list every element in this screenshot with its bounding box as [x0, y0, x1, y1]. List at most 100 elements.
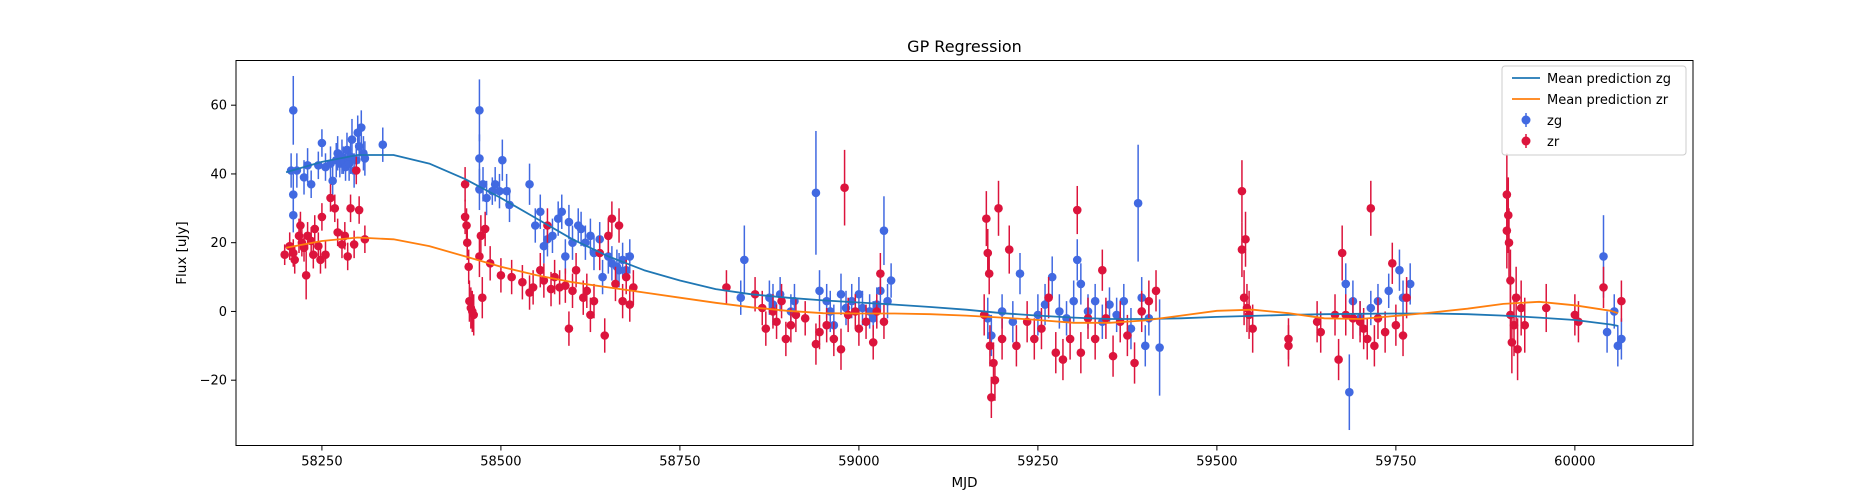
data-point-zr: [1398, 314, 1408, 357]
data-point-zr: [614, 208, 624, 243]
data-point-zr: [464, 249, 473, 284]
data-point-zr: [1098, 249, 1107, 291]
data-point-zr: [330, 194, 340, 223]
data-point-zr: [346, 194, 355, 223]
data-point-zr: [561, 268, 570, 303]
data-point-zr: [879, 304, 889, 339]
data-point-zg: [740, 225, 749, 295]
data-point-zr: [1284, 325, 1293, 367]
data-point-zg: [1055, 294, 1064, 329]
data-point-zg: [378, 127, 388, 162]
data-point-zg: [328, 163, 337, 198]
data-point-zr: [476, 215, 486, 257]
data-point-zr: [462, 225, 472, 260]
x-tick-label: 59000: [838, 455, 879, 470]
series-zr: [280, 149, 1626, 418]
data-point-zr: [621, 259, 631, 295]
data-point-zr: [781, 321, 791, 357]
data-point-zr: [1076, 332, 1086, 374]
data-point-zg: [1395, 249, 1404, 291]
data-point-zr: [477, 277, 487, 319]
data-point-zr: [1502, 153, 1512, 236]
data-point-zr: [354, 196, 364, 224]
data-point-zr: [1520, 297, 1530, 353]
data-point-zg: [347, 118, 357, 161]
data-point-zr: [829, 321, 839, 357]
data-point-zr: [1022, 301, 1032, 343]
data-point-zr: [982, 191, 991, 247]
data-point-zg: [1140, 325, 1150, 367]
data-point-zg: [815, 270, 824, 312]
x-tick-label: 58500: [480, 455, 521, 470]
y-tick-label: 40: [210, 167, 227, 182]
data-point-zr: [1037, 308, 1046, 350]
y-tick-label: 0: [219, 305, 227, 320]
y-axis: −20 0 20 40 60: [200, 99, 236, 389]
data-point-zg: [1015, 253, 1025, 295]
data-point-zr: [1108, 335, 1118, 377]
x-tick-label: 58750: [659, 455, 700, 470]
x-tick-label: 59500: [1196, 455, 1237, 470]
data-point-zr: [460, 167, 470, 202]
data-point-zg: [1008, 301, 1018, 343]
data-point-zr: [1370, 325, 1379, 367]
data-point-zr: [1030, 318, 1039, 360]
data-point-zg: [495, 173, 504, 209]
data-point-zr: [987, 376, 996, 418]
series-line-mean-prediction-zr: [285, 236, 1619, 324]
data-point-zr: [990, 359, 1000, 401]
data-point-zg: [1613, 325, 1623, 367]
data-point-zg: [539, 228, 549, 264]
data-point-zr: [349, 230, 359, 259]
data-point-zr: [1504, 208, 1514, 278]
data-point-zr: [564, 311, 574, 346]
data-point-zg: [1345, 354, 1354, 431]
data-point-zr: [326, 184, 335, 212]
y-tick-label: 60: [210, 99, 227, 114]
data-point-zr: [625, 287, 635, 322]
x-tick-label: 59250: [1017, 455, 1058, 470]
data-point-zr: [1541, 283, 1551, 333]
data-point-zg: [288, 198, 298, 233]
data-point-zg: [317, 129, 327, 157]
data-point-zg: [535, 194, 545, 229]
data-point-zg: [482, 180, 491, 216]
data-point-zr: [1362, 318, 1372, 360]
series-zg: [286, 75, 1626, 431]
data-point-zr: [854, 311, 864, 346]
data-point-zr: [1359, 308, 1368, 350]
data-point-zr: [836, 328, 846, 370]
x-tick-label: 59750: [1375, 455, 1416, 470]
data-point-zg: [1072, 239, 1082, 281]
data-point-zg: [879, 196, 889, 266]
data-point-zr: [496, 258, 506, 293]
data-point-zg: [1384, 273, 1394, 308]
data-point-zr: [1312, 301, 1322, 343]
legend-label-zg-mean: Mean prediction zg: [1547, 72, 1671, 87]
data-point-zr: [868, 325, 878, 360]
data-point-zg: [530, 208, 540, 243]
data-point-zg: [1076, 263, 1086, 305]
legend-box: [1501, 65, 1687, 156]
data-point-zr: [722, 270, 731, 305]
legend: Mean prediction zg Mean prediction zr zg…: [1501, 65, 1687, 156]
data-point-zr: [1051, 332, 1061, 374]
x-tick-label: 58250: [301, 455, 342, 470]
data-point-zr: [296, 211, 305, 240]
data-point-zr: [475, 235, 484, 278]
data-point-zr: [1241, 211, 1250, 267]
axes-frame: [235, 60, 1694, 446]
data-point-zr: [578, 280, 588, 315]
data-point-zr: [518, 265, 527, 300]
data-point-zg: [360, 141, 370, 176]
data-point-zr: [310, 215, 320, 243]
data-point-zg: [811, 130, 821, 255]
data-point-zr: [582, 273, 592, 308]
data-point-zr: [840, 149, 849, 226]
data-point-zr: [1380, 311, 1390, 353]
data-point-zg: [576, 211, 586, 247]
x-axis: 58250 58500 58750 59000 59250 59500 59750 60000: [301, 445, 1596, 470]
data-point-zr: [1065, 318, 1075, 360]
y-axis-label: Flux [uJy]: [174, 221, 190, 284]
data-point-zr: [1334, 338, 1343, 381]
